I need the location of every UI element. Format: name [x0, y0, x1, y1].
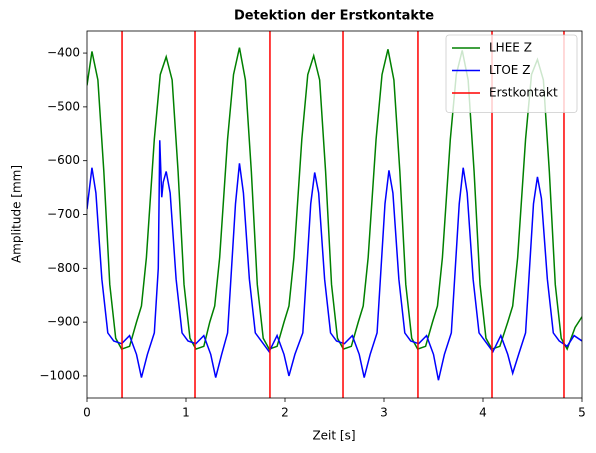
x-tick-label: 3: [380, 406, 388, 420]
line-series: [87, 47, 582, 351]
y-axis-label: Amplitude [mm]: [10, 165, 24, 263]
axes: 0 1 2 3 4 5 −1000 −900 −800 −700 −600 −500 −400: [39, 30, 586, 420]
axes-frame: [86, 30, 583, 399]
x-tick-label: 5: [578, 406, 586, 420]
y-tick-label: −1000: [39, 368, 80, 382]
y-tick-label: −400: [47, 46, 80, 60]
y-tick-label: −700: [47, 207, 80, 221]
y-tick-label: −800: [47, 261, 80, 275]
x-tick-label: 0: [83, 406, 91, 420]
y-tick-label: −600: [47, 153, 80, 167]
chart-title: Detektion der Erstkontakte: [234, 9, 434, 24]
y-tick-label: −900: [47, 315, 80, 329]
x-tick-label: 4: [479, 406, 487, 420]
legend-label: LHEE Z: [489, 41, 532, 55]
x-tick-label: 2: [281, 406, 289, 420]
y-tick-label: −500: [47, 99, 80, 113]
line-series: [87, 140, 582, 381]
x-axis-label: Zeit [s]: [312, 429, 355, 443]
legend-label: Erstkontakt: [489, 86, 558, 100]
x-tick-label: 1: [182, 406, 190, 420]
legend-label: LTOE Z: [489, 63, 530, 77]
legend: LHEE Z LTOE Z Erstkontakt: [445, 34, 578, 113]
